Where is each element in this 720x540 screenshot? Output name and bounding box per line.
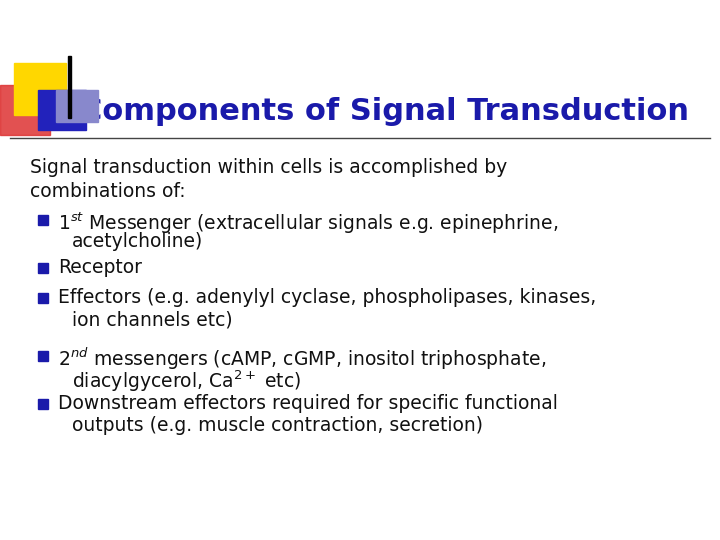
Bar — [38, 293, 48, 303]
Bar — [38, 90, 86, 130]
Text: 2$^{nd}$ messengers (cAMP, cGMP, inositol triphosphate,: 2$^{nd}$ messengers (cAMP, cGMP, inosito… — [58, 346, 546, 372]
Text: Receptor: Receptor — [58, 258, 142, 277]
Text: Effectors (e.g. adenylyl cyclase, phospholipases, kinases,: Effectors (e.g. adenylyl cyclase, phosph… — [58, 288, 596, 307]
Text: combinations of:: combinations of: — [30, 182, 186, 201]
Bar — [68, 56, 71, 118]
Bar — [56, 90, 98, 122]
Bar — [0, 85, 50, 135]
Text: acetylcholine): acetylcholine) — [72, 232, 203, 251]
Bar — [38, 399, 48, 409]
Text: Signal transduction within cells is accomplished by: Signal transduction within cells is acco… — [30, 158, 508, 177]
Text: Downstream effectors required for specific functional: Downstream effectors required for specif… — [58, 394, 558, 413]
Bar — [14, 63, 66, 115]
Bar — [38, 215, 48, 225]
Text: Components of Signal Transduction: Components of Signal Transduction — [80, 97, 689, 126]
Text: ion channels etc): ion channels etc) — [72, 310, 233, 329]
Bar — [38, 263, 48, 273]
Text: 1$^{st}$ Messenger (extracellular signals e.g. epinephrine,: 1$^{st}$ Messenger (extracellular signal… — [58, 210, 558, 235]
Bar — [38, 351, 48, 361]
Text: outputs (e.g. muscle contraction, secretion): outputs (e.g. muscle contraction, secret… — [72, 416, 483, 435]
Text: diacylgycerol, Ca$^{2+}$ etc): diacylgycerol, Ca$^{2+}$ etc) — [72, 368, 301, 394]
